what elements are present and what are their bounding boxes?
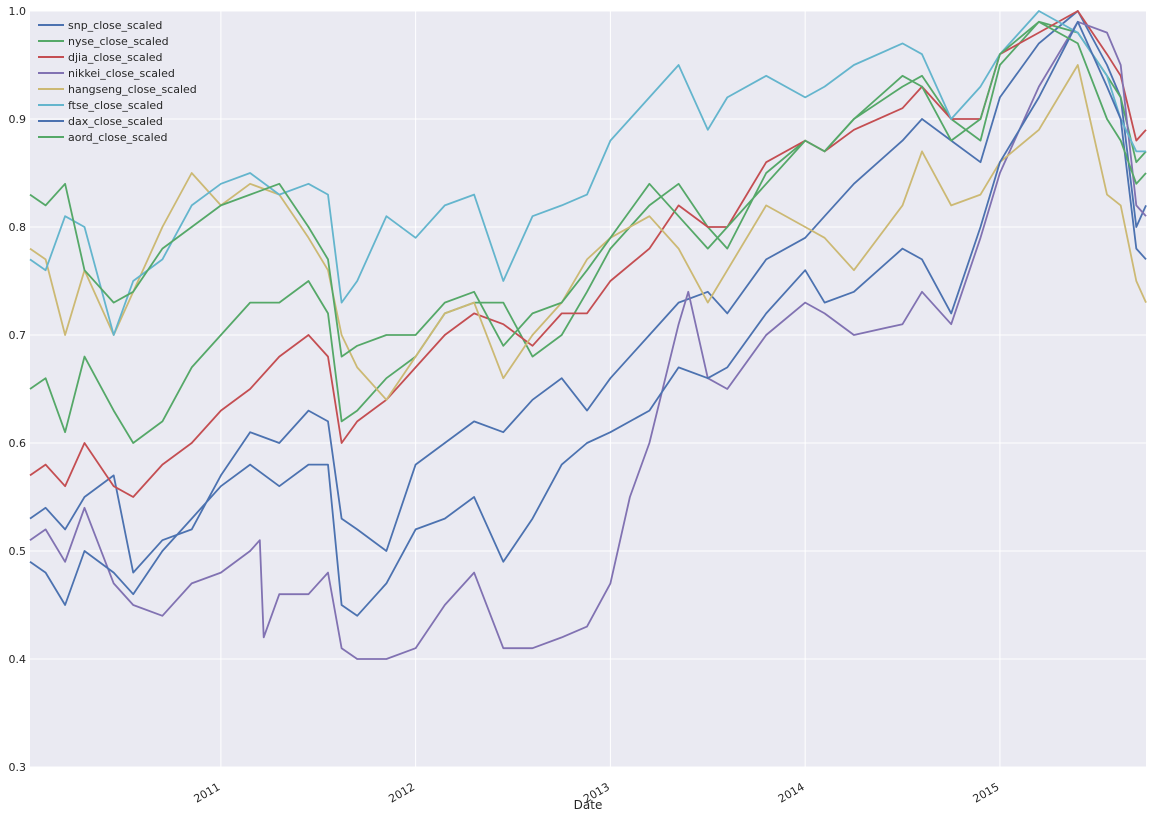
series-line-snp_close_scaled (29, 10, 1147, 574)
legend-label: nyse_close_scaled (68, 35, 169, 48)
legend-label: ftse_close_scaled (68, 99, 163, 112)
legend-label: nikkei_close_scaled (68, 67, 175, 80)
legend-item: dax_close_scaled (38, 115, 163, 128)
y-tick-label: 0.4 (9, 653, 27, 666)
y-tick-label: 0.6 (9, 437, 27, 450)
y-axis-ticks: 0.3 0.4 0.5 0.6 0.7 0.8 0.9 1.0 (9, 5, 27, 774)
series-layer (29, 10, 1147, 660)
x-tick-label: 2011 (192, 780, 223, 805)
legend-item: hangseng_close_scaled (38, 83, 197, 96)
legend-item: aord_close_scaled (38, 131, 167, 144)
plot-background (30, 11, 1146, 767)
legend: snp_close_scaled nyse_close_scaled djia_cl… (38, 19, 197, 144)
series-line-nyse_close_scaled (29, 20, 1147, 444)
y-tick-label: 0.7 (9, 329, 27, 342)
y-tick-label: 0.3 (9, 761, 27, 774)
series-line-dax_close_scaled (29, 20, 1147, 617)
x-axis-title: Date (574, 798, 603, 812)
legend-item: nyse_close_scaled (38, 35, 169, 48)
legend-label: snp_close_scaled (68, 19, 162, 32)
legend-item: snp_close_scaled (38, 19, 162, 32)
legend-label: djia_close_scaled (68, 51, 163, 64)
series-line-nikkei_close_scaled (29, 20, 1147, 660)
y-tick-label: 1.0 (9, 5, 27, 18)
series-line-aord_close_scaled (29, 20, 1147, 358)
x-tick-label: 2014 (776, 780, 807, 805)
legend-label: hangseng_close_scaled (68, 83, 197, 96)
x-tick-label: 2015 (971, 780, 1002, 805)
series-line-ftse_close_scaled (29, 10, 1146, 336)
legend-item: nikkei_close_scaled (38, 67, 175, 80)
y-tick-label: 0.5 (9, 545, 27, 558)
grid-lines (30, 10, 1146, 768)
legend-item: djia_close_scaled (38, 51, 163, 64)
x-tick-label: 2012 (386, 780, 417, 805)
legend-label: dax_close_scaled (68, 115, 163, 128)
legend-label: aord_close_scaled (68, 131, 167, 144)
y-tick-label: 0.8 (9, 221, 27, 234)
legend-item: ftse_close_scaled (38, 99, 163, 112)
y-tick-label: 0.9 (9, 113, 27, 126)
